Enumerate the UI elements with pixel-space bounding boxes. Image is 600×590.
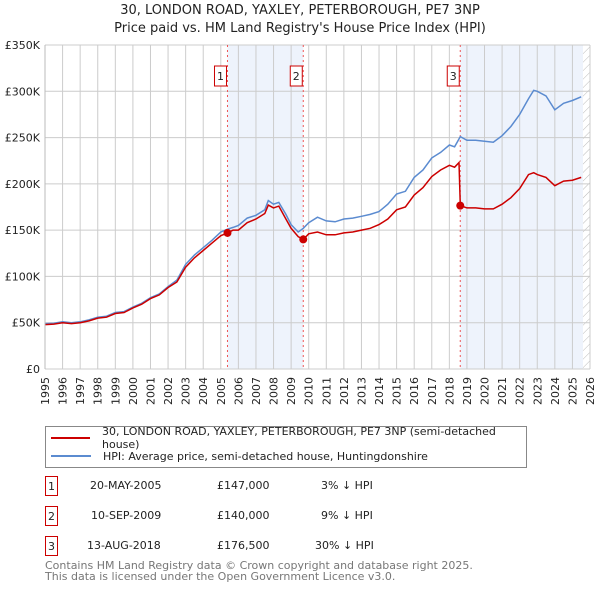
y-tick-label: £50K (12, 317, 41, 330)
x-tick-label: 2010 (303, 377, 316, 405)
y-tick-label: £250K (5, 132, 41, 145)
forecast-hatch (582, 45, 590, 369)
sale-label-box (446, 65, 460, 87)
sale-point (456, 201, 465, 210)
sale-label-box (213, 65, 227, 87)
x-tick-label: 2007 (250, 377, 263, 405)
x-tick-label: 2014 (373, 377, 386, 405)
x-tick-label: 2019 (461, 377, 474, 405)
y-tick-label: £350K (5, 39, 41, 52)
x-tick-label: 2009 (285, 377, 298, 405)
x-tick-label: 2004 (197, 377, 210, 405)
sale-number-badge: 3 (45, 536, 58, 556)
sale-period-shade (460, 45, 583, 369)
footer-licence: This data is licensed under the Open Gov… (45, 570, 396, 583)
sale-point (223, 228, 232, 237)
x-tick-label: 1995 (39, 377, 52, 405)
x-tick-label: 1999 (109, 377, 122, 405)
x-tick-label: 2021 (496, 377, 509, 405)
price-chart: 1995 1996 1997 1998 1999 2000 2001 2002 2003 2004… (5, 39, 597, 405)
x-tick-label: 2002 (162, 377, 175, 405)
x-tick-label: 2020 (479, 377, 492, 405)
x-tick-label: 2003 (180, 377, 193, 405)
y-tick-label: £100K (5, 270, 41, 283)
hpi-line (44, 89, 582, 325)
sale-date: 20-MAY-2005 (90, 479, 162, 492)
y-tick-label: £300K (5, 85, 41, 98)
x-tick-label: 1998 (92, 377, 105, 405)
chart-title: 30, LONDON ROAD, YAXLEY, PETERBOROUGH, P… (120, 3, 480, 18)
sale-price: £176,500 (217, 539, 270, 552)
x-tick-label: 2005 (215, 377, 228, 405)
x-tick-label: 2026 (584, 377, 597, 405)
y-tick-label: £150K (5, 224, 41, 237)
sale-date: 13-AUG-2018 (87, 539, 161, 552)
x-tick-label: 2017 (426, 377, 439, 405)
x-tick-label: 2012 (338, 377, 351, 405)
x-tick-label: 1996 (57, 377, 70, 405)
sale-number-badge: 1 (45, 476, 58, 496)
legend-label-hpi: HPI: Average price, semi-detached house,… (103, 449, 428, 463)
y-tick-label: £0 (26, 363, 40, 376)
sale-number-badge: 2 (45, 506, 58, 526)
sale-row: 3 13-AUG-2018 £176,500 30% ↓ HPI (45, 536, 465, 556)
sale-date: 10-SEP-2009 (91, 509, 162, 522)
property-price-line (44, 160, 582, 326)
sale-hpi-delta: 30% ↓ HPI (315, 539, 374, 552)
x-tick-label: 2016 (408, 377, 421, 405)
x-tick-label: 2018 (443, 377, 456, 405)
legend-swatch-property (51, 437, 90, 439)
chart-subtitle: Price paid vs. HM Land Registry's House … (114, 21, 486, 36)
sale-label: 3 (450, 70, 457, 83)
sale-row: 1 20-MAY-2005 £147,000 3% ↓ HPI (45, 476, 465, 496)
sale-hpi-delta: 3% ↓ HPI (321, 479, 373, 492)
sale-label-box (289, 65, 303, 87)
x-tick-label: 2022 (514, 377, 527, 405)
y-tick-label: £200K (5, 178, 41, 191)
sale-point (299, 235, 308, 244)
sale-price: £140,000 (217, 509, 270, 522)
x-tick-label: 2015 (391, 377, 404, 405)
x-tick-label: 2000 (127, 377, 140, 405)
x-tick-label: 2025 (566, 377, 579, 405)
sale-price: £147,000 (217, 479, 270, 492)
legend-swatch-hpi (51, 455, 91, 457)
sale-row: 2 10-SEP-2009 £140,000 9% ↓ HPI (45, 506, 465, 526)
x-tick-label: 1997 (74, 377, 87, 405)
footer: Contains HM Land Registry data © Crown c… (45, 560, 473, 582)
sale-label: 1 (217, 70, 224, 83)
footer-copyright: Contains HM Land Registry data © Crown c… (45, 559, 473, 572)
x-tick-label: 2013 (355, 377, 368, 405)
x-tick-label: 2023 (531, 377, 544, 405)
sale-hpi-delta: 9% ↓ HPI (321, 509, 373, 522)
x-tick-label: 2001 (144, 377, 157, 405)
x-tick-label: 2024 (549, 377, 562, 405)
legend-item-hpi: HPI: Average price, semi-detached house,… (51, 448, 428, 464)
x-tick-label: 2006 (232, 377, 245, 405)
x-tick-label: 2011 (320, 377, 333, 405)
legend-item-property: 30, LONDON ROAD, YAXLEY, PETERBOROUGH, P… (51, 425, 526, 451)
sale-label: 2 (293, 70, 300, 83)
legend: 30, LONDON ROAD, YAXLEY, PETERBOROUGH, P… (45, 425, 527, 468)
x-tick-label: 2008 (268, 377, 281, 405)
legend-label-property: 30, LONDON ROAD, YAXLEY, PETERBOROUGH, P… (102, 425, 496, 451)
